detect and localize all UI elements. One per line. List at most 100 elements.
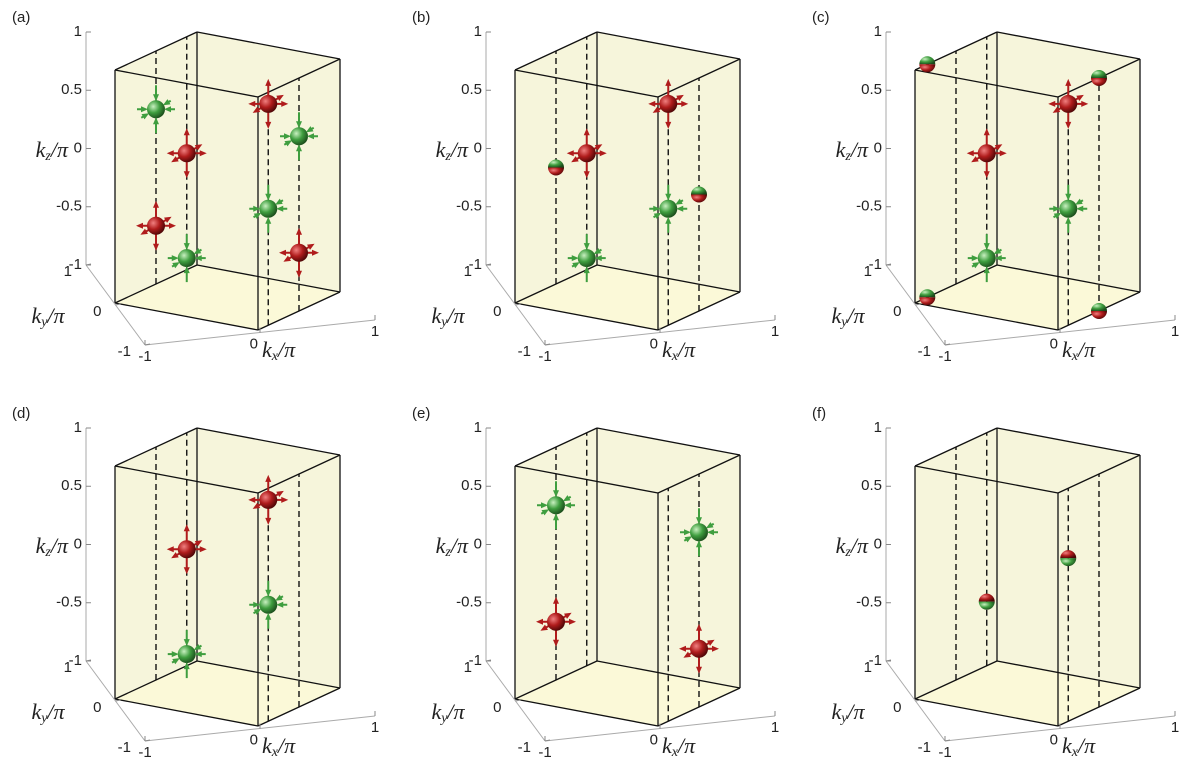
- arrow-head: [183, 567, 190, 575]
- y-tick-label: 1: [64, 659, 72, 676]
- arrow-head: [676, 205, 684, 212]
- point: [1091, 70, 1107, 86]
- arrow-head: [283, 255, 291, 262]
- arrow-head: [281, 496, 289, 503]
- axis-label: kz/π: [436, 137, 469, 164]
- arrow-head: [583, 128, 590, 136]
- point: [537, 481, 575, 530]
- arrow-head: [296, 121, 302, 129]
- point: [691, 186, 707, 203]
- box-floor: [915, 265, 1140, 330]
- point: [967, 234, 1006, 283]
- arrow-head: [194, 144, 203, 151]
- point: [648, 78, 689, 129]
- arrow-head: [265, 474, 272, 482]
- panel: -1-0.500.51-101-101(c)kz/πky/πkx/π: [812, 9, 1179, 365]
- y-tick-label: -1: [918, 739, 931, 756]
- box-edge: [596, 264, 741, 293]
- arrow-head: [276, 490, 284, 497]
- arrow-head: [1065, 216, 1072, 224]
- z-tick-label: 0: [874, 139, 882, 156]
- point: [1060, 550, 1077, 567]
- x-tick-label: 0: [1050, 335, 1058, 352]
- sphere: [690, 639, 708, 658]
- arrow-head: [653, 212, 662, 219]
- panel-label: (f): [812, 405, 826, 422]
- arrow-head: [265, 517, 272, 525]
- arrow-head: [276, 94, 284, 101]
- x-tick-label: -1: [538, 348, 551, 365]
- box-floor: [115, 661, 340, 726]
- arrow-head: [166, 150, 174, 157]
- x-tick-label: 0: [650, 731, 658, 748]
- sphere: [177, 249, 196, 268]
- arrow-head: [572, 262, 580, 269]
- arrow-head: [1075, 198, 1083, 205]
- arrow-head: [983, 266, 990, 274]
- y-tick-label: 0: [93, 303, 101, 320]
- sphere-top: [919, 56, 936, 65]
- z-tick-label: 1: [74, 419, 82, 436]
- arrow-head: [275, 198, 283, 205]
- y-tick-label: 1: [64, 263, 72, 280]
- axis-label: ky/π: [431, 699, 465, 726]
- arrow-head: [275, 594, 283, 601]
- y-tick-label: -1: [118, 739, 131, 756]
- x-tick-label: -1: [938, 348, 951, 365]
- y-tick: [915, 699, 921, 702]
- arrow-head: [171, 552, 179, 559]
- axis-label: kx/π: [262, 733, 296, 760]
- axis-label: kx/π: [1062, 337, 1096, 364]
- z-tick-label: -0.5: [56, 198, 82, 215]
- z-tick-label: -1: [869, 256, 882, 273]
- point: [280, 112, 318, 161]
- y-tick-label: 1: [864, 263, 872, 280]
- sphere-bottom: [1091, 78, 1107, 86]
- arrow-head: [265, 612, 272, 620]
- sphere: [259, 595, 278, 614]
- box-side: [915, 428, 1140, 726]
- panel-label: (a): [12, 9, 30, 26]
- arrow-head: [583, 171, 590, 179]
- arrow-head: [571, 156, 579, 163]
- axis-label: ky/π: [831, 699, 865, 726]
- arrow-head: [164, 216, 172, 223]
- arrow-head: [966, 150, 974, 157]
- z-tick-label: -1: [469, 256, 482, 273]
- sphere: [259, 490, 278, 509]
- arrow-head: [583, 266, 590, 274]
- box-edge: [114, 69, 259, 98]
- panel-label: (b): [412, 9, 430, 26]
- arrow-head: [705, 522, 714, 529]
- z-tick-label: -1: [869, 652, 882, 669]
- arrow-head: [684, 536, 693, 543]
- arrow-head: [162, 99, 171, 106]
- y-tick-label: 0: [93, 699, 101, 716]
- sphere-top: [1091, 303, 1107, 311]
- arrow-head: [999, 150, 1007, 157]
- arrow-head: [183, 243, 190, 251]
- arrow-head: [194, 255, 202, 262]
- box-edge: [996, 427, 1141, 456]
- x-tick-label: 1: [1171, 323, 1179, 340]
- point: [136, 200, 176, 251]
- sphere-bottom: [919, 64, 936, 73]
- arrow-head: [594, 255, 602, 262]
- sphere-top: [1060, 550, 1077, 559]
- arrow-head: [312, 249, 319, 256]
- arrow-head: [307, 133, 314, 140]
- panel-label: (c): [812, 9, 830, 26]
- arrow-head: [599, 150, 607, 157]
- sphere: [290, 243, 308, 262]
- axis-label: kz/π: [36, 533, 69, 560]
- z-tick-label: 0.5: [461, 81, 482, 98]
- sphere-bottom: [1060, 558, 1077, 567]
- arrow-head: [712, 645, 719, 652]
- y-tick: [515, 303, 521, 306]
- arrow-head: [284, 140, 293, 147]
- x-tick-label: 1: [771, 323, 779, 340]
- arrow-head: [253, 205, 261, 212]
- arrow-head: [593, 248, 602, 255]
- box-edge: [914, 302, 1059, 331]
- point: [137, 85, 175, 134]
